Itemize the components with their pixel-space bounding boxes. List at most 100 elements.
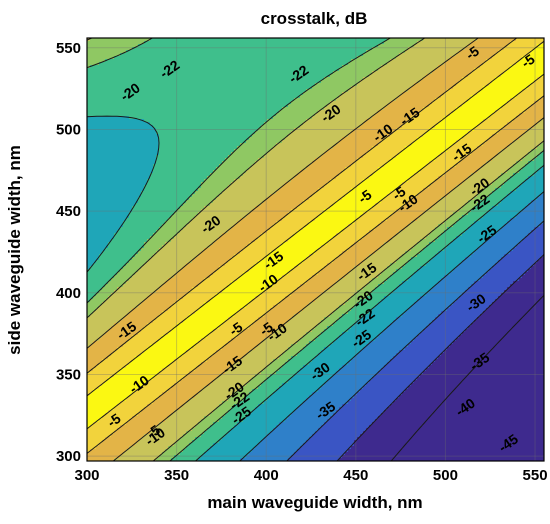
contour-cell	[93, 113, 97, 117]
contour-cell	[120, 314, 124, 318]
contour-cell	[105, 407, 109, 411]
contour-cell	[123, 164, 127, 168]
contour-cell	[111, 101, 115, 105]
contour-cell	[87, 47, 91, 51]
contour-cell	[114, 188, 118, 192]
contour-cell	[120, 320, 124, 324]
contour-cell	[117, 74, 121, 78]
contour-cell	[114, 212, 118, 216]
contour-cell	[105, 320, 109, 324]
contour-cell	[117, 98, 121, 102]
contour-cell	[96, 140, 100, 144]
contour-cell	[93, 221, 97, 225]
contour-cell	[117, 380, 121, 384]
contour-cell	[96, 98, 100, 102]
contour-cell	[111, 161, 115, 165]
contour-cell	[117, 38, 121, 42]
contour-cell	[105, 65, 109, 69]
contour-cell	[120, 50, 124, 54]
contour-cell	[105, 128, 109, 132]
contour-cell	[102, 38, 106, 42]
contour-cell	[126, 137, 130, 141]
contour-cell	[111, 344, 115, 348]
contour-cell	[123, 74, 127, 78]
contour-cell	[111, 440, 115, 444]
contour-cell	[126, 50, 130, 54]
contour-cell	[96, 272, 100, 276]
contour-cell	[102, 236, 106, 240]
contour-cell	[93, 431, 97, 435]
contour-cell	[87, 251, 91, 255]
contour-cell	[96, 143, 100, 147]
contour-cell	[99, 68, 103, 72]
contour-cell	[117, 137, 121, 141]
contour-cell	[96, 122, 100, 126]
contour-cell	[117, 398, 121, 402]
contour-cell	[102, 380, 106, 384]
contour-cell	[123, 68, 127, 72]
contour-cell	[93, 338, 97, 342]
contour-cell	[96, 302, 100, 306]
contour-cell	[102, 341, 106, 345]
contour-cell	[120, 86, 124, 90]
contour-cell	[87, 359, 91, 363]
contour-cell	[93, 437, 97, 441]
contour-cell	[108, 407, 112, 411]
contour-cell	[123, 83, 127, 87]
contour-cell	[117, 134, 121, 138]
contour-cell	[123, 173, 127, 177]
contour-cell	[126, 95, 130, 99]
contour-cell	[120, 368, 124, 372]
contour-cell	[117, 404, 121, 408]
contour-cell	[87, 125, 91, 129]
contour-cell	[111, 317, 115, 321]
contour-cell	[102, 320, 106, 324]
contour-cell	[111, 401, 115, 405]
contour-cell	[123, 317, 127, 321]
contour-cell	[114, 407, 118, 411]
contour-cell	[120, 335, 124, 339]
contour-cell	[114, 47, 118, 51]
contour-cell	[87, 419, 91, 423]
contour-cell	[114, 194, 118, 198]
contour-cell	[99, 308, 103, 312]
contour-cell	[102, 281, 106, 285]
contour-cell	[99, 140, 103, 144]
contour-cell	[87, 275, 91, 279]
contour-cell	[117, 374, 121, 378]
contour-cell	[126, 161, 130, 165]
contour-cell	[120, 113, 124, 117]
contour-cell	[114, 401, 118, 405]
contour-cell	[108, 449, 112, 453]
contour-cell	[123, 374, 127, 378]
contour-cell	[90, 419, 94, 423]
contour-cell	[108, 266, 112, 270]
contour-cell	[117, 71, 121, 75]
contour-cell	[90, 143, 94, 147]
chart-title: crosstalk, dB	[261, 9, 368, 28]
contour-cell	[96, 437, 100, 441]
contour-cell	[99, 107, 103, 111]
contour-cell	[117, 353, 121, 357]
contour-cell	[102, 272, 106, 276]
contour-cell	[117, 200, 121, 204]
contour-cell	[99, 95, 103, 99]
contour-cell	[99, 131, 103, 135]
contour-cell	[123, 368, 127, 372]
contour-cell	[96, 260, 100, 264]
contour-cell	[123, 89, 127, 93]
contour-cell	[87, 233, 91, 237]
contour-cell	[99, 407, 103, 411]
contour-cell	[117, 242, 121, 246]
contour-cell	[123, 209, 127, 213]
contour-cell	[126, 62, 130, 66]
contour-cell	[102, 269, 106, 273]
contour-cell	[105, 269, 109, 273]
contour-cell	[108, 110, 112, 114]
contour-cell	[96, 179, 100, 183]
contour-cell	[90, 266, 94, 270]
contour-cell	[117, 119, 121, 123]
contour-cell	[90, 293, 94, 297]
contour-cell	[96, 212, 100, 216]
contour-cell	[108, 386, 112, 390]
